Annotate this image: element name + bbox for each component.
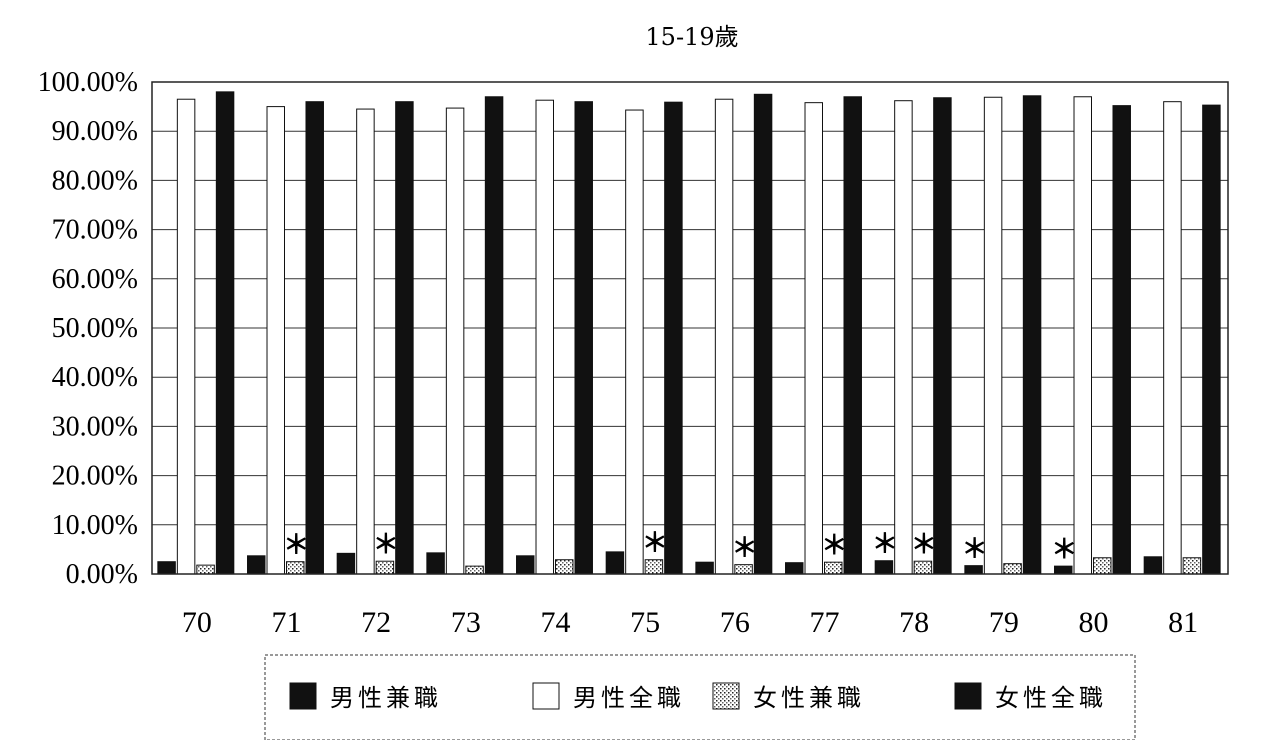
bar-3 — [1003, 563, 1022, 575]
x-tick-label: 75 — [630, 606, 660, 639]
bar-1 — [964, 565, 983, 575]
asterisk-marker: ＊ — [911, 530, 937, 560]
asterisk-marker: ＊ — [732, 534, 758, 564]
bar-4 — [1022, 95, 1042, 575]
bar-4 — [933, 97, 952, 575]
legend-label-1: 男性兼職 — [330, 684, 442, 712]
bar-4 — [305, 101, 324, 575]
bar-2 — [535, 99, 555, 575]
bar-2 — [804, 102, 824, 575]
y-tick-label: 30.00% — [52, 411, 138, 442]
y-tick-label: 90.00% — [52, 116, 138, 147]
x-tick-label: 78 — [899, 606, 929, 639]
bar-1 — [426, 552, 445, 575]
bar-4 — [395, 101, 414, 575]
bar-3 — [734, 564, 753, 575]
bar-2 — [266, 106, 286, 575]
bar-2 — [1073, 96, 1093, 575]
bar-2 — [1163, 101, 1182, 575]
legend: 男性兼職 男性全職 女性兼職 女性全職 — [264, 654, 1136, 740]
bar-2 — [714, 98, 734, 575]
bar-1 — [785, 562, 804, 575]
bar-1 — [1054, 565, 1073, 575]
chart-title: 15-19歲 — [645, 23, 738, 51]
bar-4 — [574, 101, 593, 575]
annotations: ＊ ＊ ＊ ＊ ＊ ＊ ＊ ＊ ＊ — [283, 529, 1077, 565]
y-tick-label: 10.00% — [52, 510, 138, 541]
bar-1 — [516, 555, 535, 575]
bar-1 — [874, 560, 894, 575]
asterisk-marker: ＊ — [642, 529, 668, 559]
legend-label-4: 女性全職 — [995, 684, 1107, 712]
bar-3 — [555, 559, 574, 575]
x-tick-label: 73 — [451, 606, 481, 639]
bar-1 — [605, 551, 625, 575]
legend-box — [264, 654, 1136, 740]
legend-swatch-4 — [954, 682, 982, 710]
y-tick-label: 100.00% — [38, 67, 138, 98]
asterisk-marker: ＊ — [283, 531, 309, 561]
plot-area-border — [151, 81, 1229, 575]
bar-4 — [1112, 105, 1131, 575]
x-tick-label: 70 — [182, 606, 212, 639]
bar-3 — [824, 561, 843, 575]
asterisk-marker: ＊ — [872, 530, 898, 560]
bar-1 — [157, 561, 176, 575]
bar-4 — [753, 93, 773, 575]
bar-2 — [445, 107, 465, 575]
y-tick-label: 70.00% — [52, 215, 138, 246]
x-tick-label: 71 — [272, 606, 302, 639]
x-tick-label: 80 — [1079, 606, 1109, 639]
bar-3 — [913, 560, 933, 575]
bar-2 — [894, 100, 913, 575]
x-tick-label: 76 — [720, 606, 750, 639]
x-tick-label: 81 — [1168, 606, 1198, 639]
legend-swatch-1 — [289, 682, 317, 710]
y-tick-label: 0.00% — [66, 559, 138, 590]
y-tick-label: 80.00% — [52, 165, 138, 196]
bar-1 — [336, 552, 356, 575]
x-tick-label: 74 — [541, 606, 571, 639]
bar-3 — [196, 564, 215, 575]
bar-1 — [695, 561, 714, 575]
bar-1 — [247, 555, 266, 575]
asterisk-marker: ＊ — [1051, 535, 1077, 565]
bar-2 — [625, 109, 644, 575]
bar-3 — [1182, 557, 1202, 575]
bar-3 — [465, 565, 484, 575]
bar-2 — [176, 98, 196, 575]
legend-label-3: 女性兼職 — [753, 684, 865, 712]
bar-3 — [286, 561, 305, 575]
x-tick-label: 79 — [989, 606, 1019, 639]
bar-4 — [1202, 104, 1221, 575]
bar-2 — [983, 96, 1003, 575]
bar-4 — [843, 96, 862, 575]
x-tick-label: 72 — [361, 606, 391, 639]
y-tick-label: 60.00% — [52, 264, 138, 295]
bar-3 — [644, 559, 664, 575]
bar-1 — [1143, 556, 1163, 575]
bar-2 — [356, 108, 375, 575]
bars — [157, 91, 1221, 575]
legend-label-2: 男性全職 — [573, 684, 685, 712]
bar-4 — [664, 101, 683, 575]
asterisk-marker: ＊ — [821, 531, 847, 561]
y-tick-label: 50.00% — [52, 313, 138, 344]
asterisk-marker: ＊ — [962, 535, 988, 565]
asterisk-marker: ＊ — [373, 530, 399, 560]
y-tick-label: 40.00% — [52, 362, 138, 393]
legend-swatch-3 — [712, 682, 740, 710]
x-tick-label: 77 — [810, 606, 840, 639]
bar-3 — [375, 560, 395, 575]
x-axis-ticks: 70 71 72 73 74 75 76 77 78 79 80 81 — [182, 606, 1198, 639]
bar-4 — [484, 96, 504, 575]
bar-3 — [1093, 557, 1112, 575]
y-axis-ticks: 0.00% 10.00% 20.00% 30.00% 40.00% 50.00% 60.00… — [38, 67, 138, 590]
legend-swatch-2 — [532, 682, 560, 710]
y-tick-label: 20.00% — [52, 461, 138, 492]
bar-4 — [215, 91, 235, 575]
